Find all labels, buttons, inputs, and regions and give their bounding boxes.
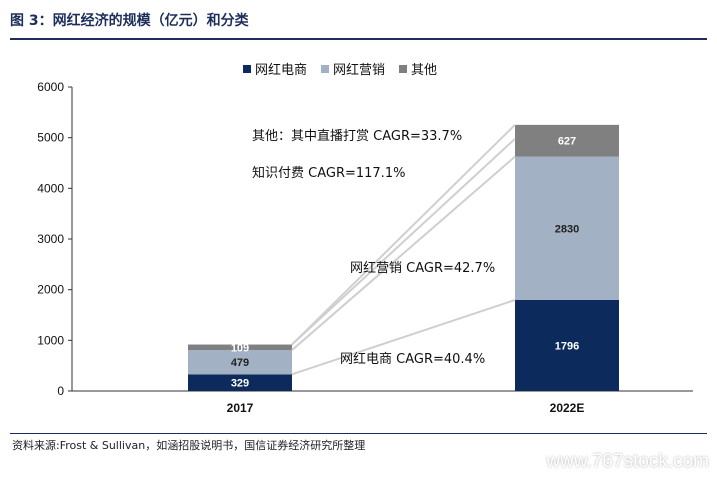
legend-label: 其他 xyxy=(411,63,437,78)
cagr-annotations: 其他：其中直播打赏 CAGR=33.7% 知识付费 CAGR=117.1% 网红营销… xyxy=(252,129,495,367)
legend-label: 网红电商 xyxy=(255,62,307,78)
y-tick-label: 6000 xyxy=(37,80,64,94)
bar-segment xyxy=(188,344,292,351)
bar-value-label: 479 xyxy=(231,357,249,369)
cagr-connectors xyxy=(291,124,516,376)
source-divider xyxy=(10,433,707,434)
cagr-annotation: 网红电商 CAGR=40.4% xyxy=(340,351,485,367)
bar-value-label: 627 xyxy=(558,136,576,148)
cagr-annotation: 网红营销 CAGR=42.7% xyxy=(350,260,495,276)
x-tick-label: 2022E xyxy=(550,401,585,415)
figure-title: 图 3：网红经济的规模（亿元）和分类 xyxy=(10,13,249,29)
legend-swatch xyxy=(399,65,407,73)
y-axis: 0 1000 2000 3000 4000 5000 6000 xyxy=(37,80,73,398)
cagr-connector-line xyxy=(291,138,516,346)
legend: 网红电商 网红营销 其他 xyxy=(243,62,437,78)
bar-value-label: 2830 xyxy=(555,223,579,235)
bar-value-label: 109 xyxy=(231,342,249,354)
bar-segment xyxy=(515,300,619,391)
y-tick-label: 2000 xyxy=(37,283,64,297)
cagr-annotation: 知识付费 CAGR=117.1% xyxy=(252,165,405,181)
x-axis: 2017 2022E xyxy=(72,390,693,415)
legend-label: 网红营销 xyxy=(333,62,385,78)
legend-swatch xyxy=(243,65,251,73)
bar-segment xyxy=(515,124,619,157)
bar-segment xyxy=(515,156,619,301)
y-tick-label: 3000 xyxy=(37,232,64,246)
legend-swatch xyxy=(321,65,329,73)
y-tick-label: 1000 xyxy=(37,333,64,347)
y-tick-label: 0 xyxy=(57,384,64,398)
x-tick-label: 2017 xyxy=(227,401,254,415)
bar-segment xyxy=(188,350,292,375)
cagr-connector-line xyxy=(291,155,516,351)
bar-value-label: 1796 xyxy=(555,341,579,353)
bar-segment xyxy=(188,374,292,391)
watermark: www.767stock.com xyxy=(546,451,709,472)
cagr-connector-line xyxy=(291,299,516,376)
bar-chart: 0 1000 2000 3000 4000 5000 6000 2017 2022E 329 4… xyxy=(37,62,693,415)
cagr-connector-line xyxy=(291,124,516,346)
bars-group: 329 479 109 1796 2830 627 xyxy=(188,124,619,391)
bar-value-label: 329 xyxy=(231,378,249,390)
cagr-annotation: 其他：其中直播打赏 CAGR=33.7% xyxy=(252,129,462,144)
y-tick-label: 5000 xyxy=(37,131,64,145)
y-tick-label: 4000 xyxy=(37,181,64,195)
source-note: 资料来源:Frost & Sullivan，如涵招股说明书，国信证券经济研究所整… xyxy=(12,439,366,452)
title-divider xyxy=(10,38,707,40)
